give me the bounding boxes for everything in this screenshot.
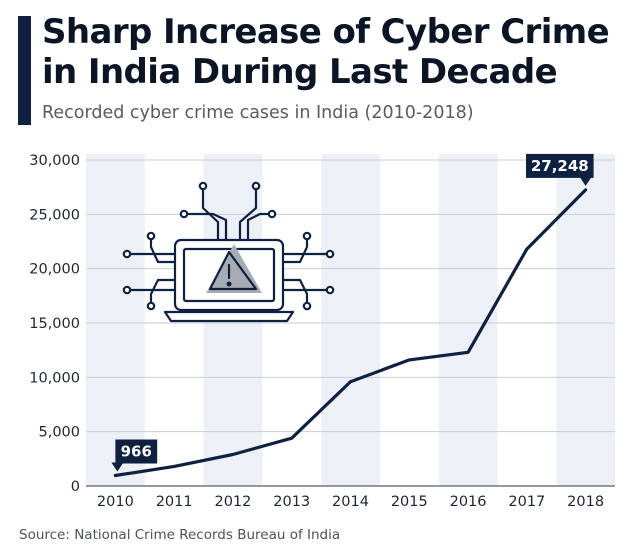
y-tick-label: 0 [71, 479, 80, 495]
callout-2010: 966 [111, 439, 158, 472]
y-axis-ticks: 0 5,000 10,000 15,000 20,000 25,000 30,000 [29, 153, 80, 495]
x-tick-label: 2018 [567, 494, 604, 510]
title-accent-bar [18, 16, 31, 125]
data-label: 966 [121, 443, 152, 461]
stripe-2018 [556, 154, 615, 486]
y-tick-label: 25,000 [29, 207, 80, 223]
stripe-2016 [438, 154, 498, 486]
data-label: 27,248 [531, 157, 589, 175]
source-note: Source: National Crime Records Bureau of… [19, 527, 341, 543]
x-tick-label: 2015 [391, 494, 428, 510]
callout-box [526, 153, 594, 178]
y-tick-label: 10,000 [29, 370, 80, 386]
x-tick-label: 2011 [156, 494, 193, 510]
series-group [113, 188, 588, 478]
callout-box [115, 439, 158, 464]
y-tick-label: 20,000 [29, 262, 80, 278]
callout-pointer [579, 176, 592, 186]
x-tick-label: 2014 [332, 494, 369, 510]
x-tick-label: 2017 [508, 494, 545, 510]
chart-title: Sharp Increase of Cyber Crime in India D… [42, 12, 610, 92]
x-tick-label: 2010 [97, 494, 134, 510]
stripe-2010 [86, 154, 145, 486]
callout-2018: 27,248 [526, 153, 594, 186]
series-line [113, 188, 588, 478]
y-tick-label: 30,000 [29, 153, 80, 169]
stripe-2014 [321, 154, 380, 486]
column-stripes [86, 154, 615, 486]
chart-subtitle: Recorded cyber crime cases in India (201… [42, 103, 474, 123]
laptop-circuit-warning-icon [122, 181, 335, 323]
y-tick-label: 5,000 [38, 425, 80, 441]
x-axis-ticks: 2010 2011 2012 2013 2014 2015 2016 2017 2018 [97, 494, 604, 510]
data-callouts: 966 27,248 [111, 153, 594, 472]
y-tick-label: 15,000 [29, 316, 80, 332]
callout-pointer [111, 462, 124, 472]
x-tick-label: 2013 [273, 494, 310, 510]
x-tick-label: 2016 [450, 494, 487, 510]
x-tick-label: 2012 [214, 494, 251, 510]
